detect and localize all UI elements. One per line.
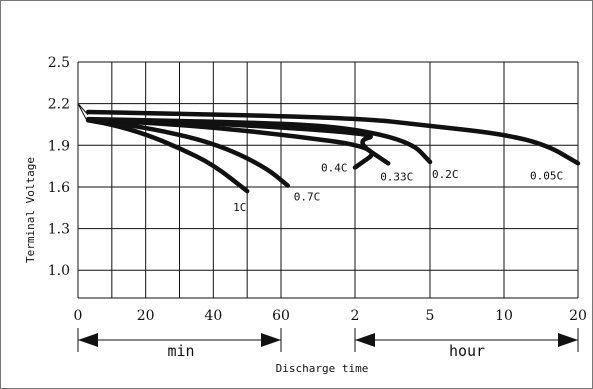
unit-arrows — [77, 328, 579, 352]
y-tick-label: 1.3 — [48, 222, 70, 238]
x-tick-label: 60 — [272, 308, 290, 324]
series-label-0-33C: 0.33C — [380, 170, 413, 183]
series-label-1C: 1C — [233, 201, 246, 214]
unit-label-min: min — [167, 342, 194, 360]
y-tick-label: 1.0 — [48, 263, 70, 279]
x-tick-label: 20 — [569, 308, 587, 324]
y-tick-label: 1.6 — [48, 180, 70, 196]
x-tick-labels: 0 20 40 60 2 5 10 20 — [74, 308, 587, 324]
y-axis-label: Terminal Voltage — [24, 157, 37, 263]
series-label-0-05C: 0.05C — [530, 169, 563, 182]
x-tick-label: 10 — [495, 308, 513, 324]
x-tick-label: 0 — [74, 308, 83, 324]
min-arrow-head-left — [78, 333, 98, 347]
series-label-0-2C: 0.2C — [432, 168, 459, 181]
series-curve-0-2C — [85, 116, 433, 165]
hour-arrow-head-right — [558, 333, 578, 347]
unit-label-hour: hour — [449, 342, 485, 360]
y-tick-label: 1.9 — [48, 138, 70, 154]
series-curve-0-05C — [85, 109, 581, 166]
series-labels: 1C 0.7C 0.4C 0.33C 0.2C 0.05C — [233, 162, 563, 215]
y-tick-label: 2.5 — [48, 55, 70, 71]
y-tick-labels: 2.5 2.2 1.9 1.6 1.3 1.0 — [48, 55, 70, 279]
origin-line — [77, 103, 87, 120]
x-tick-label: 20 — [137, 308, 155, 324]
x-tick-label: 2 — [351, 308, 360, 324]
x-axis-label: Discharge time — [276, 362, 369, 375]
origin-line — [77, 103, 89, 116]
grid — [77, 61, 579, 299]
series-curves — [77, 103, 581, 194]
min-arrow-head-right — [261, 333, 281, 347]
x-tick-label: 40 — [204, 308, 222, 324]
series-label-0-7C: 0.7C — [294, 191, 321, 204]
y-tick-label: 2.2 — [48, 97, 70, 113]
hour-arrow-head-left — [355, 333, 375, 347]
series-label-0-4C: 0.4C — [321, 162, 348, 175]
x-tick-label: 5 — [426, 308, 435, 324]
